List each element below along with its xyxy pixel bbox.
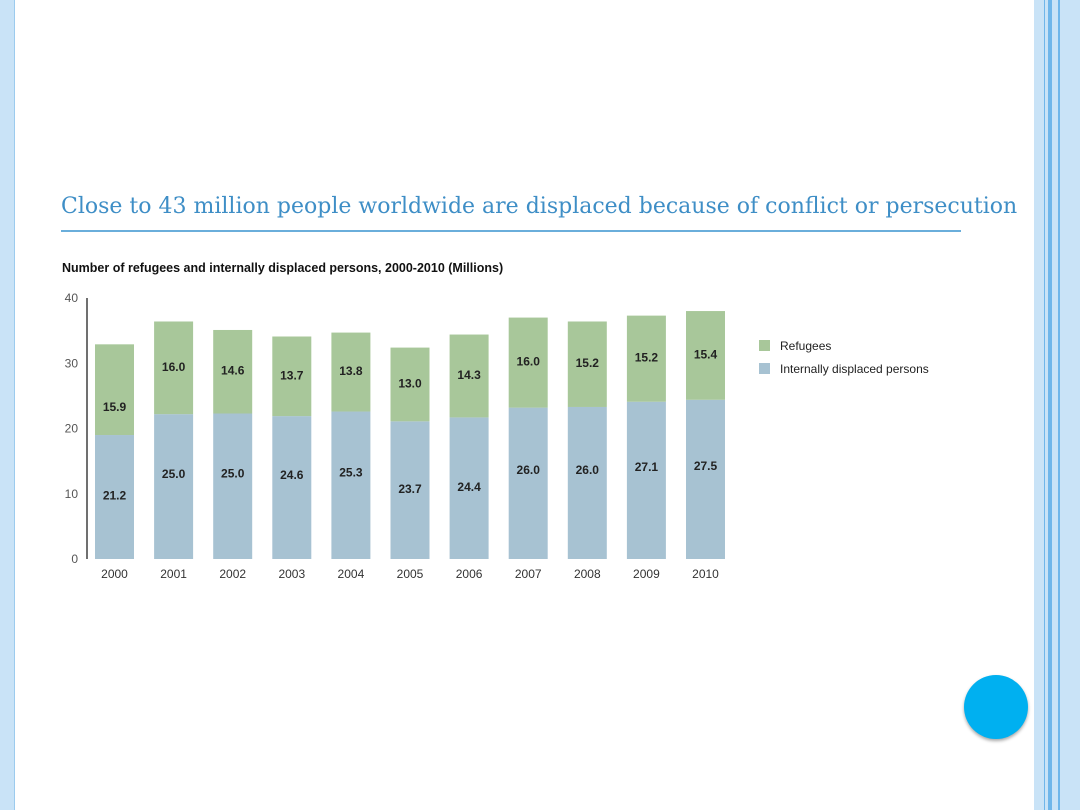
y-tick-label: 0 (71, 552, 78, 566)
legend-label-idp: Internally displaced persons (780, 362, 929, 376)
bar-idp (213, 413, 253, 559)
x-tick-label: 2000 (101, 567, 128, 581)
bar-label-refugees: 16.0 (517, 355, 541, 369)
bar-label-idp: 25.0 (221, 467, 245, 481)
headline-divider (61, 230, 961, 232)
bar-refugees (567, 321, 607, 407)
bar-label-idp: 24.4 (457, 480, 481, 494)
bar-idp (567, 406, 607, 559)
chart-title: Number of refugees and internally displa… (62, 261, 504, 275)
bar-idp (154, 414, 194, 559)
bar-label-refugees: 13.8 (339, 364, 363, 378)
bar-refugees (390, 347, 430, 422)
bar-idp (95, 435, 134, 559)
bar-label-idp: 24.6 (280, 468, 304, 482)
bar-label-idp: 23.7 (398, 482, 422, 496)
bar-label-refugees: 14.3 (457, 368, 481, 382)
bar-label-refugees: 15.2 (576, 356, 600, 370)
left-frame-bar (0, 0, 15, 810)
bar-refugees (95, 344, 134, 436)
slide-headline: Close to 43 million people worldwide are… (61, 194, 1018, 219)
bar-idp (272, 416, 312, 559)
bar-label-idp: 26.0 (517, 463, 541, 477)
navigation-circle-button[interactable] (964, 675, 1028, 739)
bar-refugees (508, 317, 548, 408)
x-tick-label: 2005 (397, 567, 424, 581)
right-frame-line (1044, 0, 1045, 810)
bar-label-refugees: 14.6 (221, 364, 245, 378)
x-tick-label: 2009 (633, 567, 660, 581)
bar-label-refugees: 15.9 (103, 400, 127, 414)
bar-refugees (272, 336, 312, 417)
bar-label-refugees: 16.0 (162, 360, 186, 374)
bar-idp (390, 421, 430, 559)
bar-refugees (213, 329, 253, 414)
y-tick-label: 10 (65, 487, 79, 501)
legend-swatch-refugees (759, 340, 770, 351)
right-frame-bar (1034, 0, 1080, 810)
bar-refugees (449, 334, 489, 418)
right-frame-line (1058, 0, 1060, 810)
bar-label-idp: 27.1 (635, 460, 659, 474)
bar-label-idp: 25.0 (162, 467, 186, 481)
x-tick-label: 2002 (219, 567, 246, 581)
bar-label-idp: 25.3 (339, 465, 363, 479)
x-tick-label: 2001 (160, 567, 187, 581)
bar-idp (686, 399, 725, 559)
bar-label-idp: 21.2 (103, 488, 127, 502)
bar-idp (449, 417, 489, 559)
bar-label-refugees: 15.2 (635, 351, 659, 365)
bar-label-refugees: 15.4 (694, 347, 718, 361)
bar-label-refugees: 13.0 (398, 376, 422, 390)
legend-label-refugees: Refugees (780, 339, 831, 353)
x-tick-label: 2003 (278, 567, 305, 581)
x-tick-label: 2008 (574, 567, 601, 581)
bar-idp (331, 411, 371, 559)
right-frame-line (1048, 0, 1052, 810)
bar-label-idp: 27.5 (694, 459, 718, 473)
x-tick-label: 2006 (456, 567, 483, 581)
bar-refugees (686, 311, 725, 400)
bar-idp (508, 407, 548, 559)
bar-refugees (331, 332, 371, 412)
x-tick-label: 2004 (338, 567, 365, 581)
bar-label-refugees: 13.7 (280, 368, 304, 382)
y-tick-label: 40 (65, 291, 79, 305)
bar-refugees (626, 315, 666, 402)
x-tick-label: 2010 (692, 567, 719, 581)
y-tick-label: 20 (65, 422, 79, 436)
y-tick-label: 30 (65, 356, 79, 370)
legend-swatch-idp (759, 363, 770, 374)
x-tick-label: 2007 (515, 567, 542, 581)
bar-label-idp: 26.0 (576, 463, 600, 477)
bar-refugees (154, 321, 194, 415)
bar-idp (626, 401, 666, 559)
